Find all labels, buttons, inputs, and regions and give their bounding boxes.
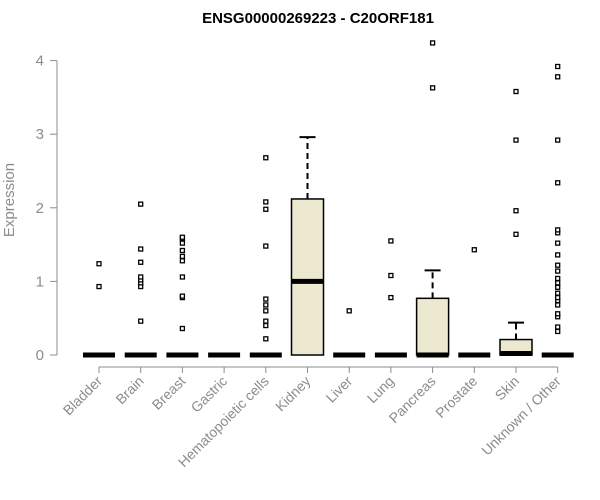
outlier-point xyxy=(263,322,269,329)
outlier-point xyxy=(429,40,436,46)
outlier-point xyxy=(555,328,561,335)
outlier-point xyxy=(96,261,102,267)
y-tick-label: 1 xyxy=(36,273,44,290)
category-label: Prostate xyxy=(432,373,480,421)
outlier-point xyxy=(179,274,186,280)
outlier-point xyxy=(263,302,269,308)
outlier-point xyxy=(263,336,269,342)
y-tick-label: 3 xyxy=(36,126,44,143)
outlier-point xyxy=(138,201,144,207)
outlier-point xyxy=(138,259,144,265)
outlier-point xyxy=(471,247,477,253)
outlier-point xyxy=(555,180,561,186)
box-bladder xyxy=(83,261,115,358)
category-label: Breast xyxy=(149,373,189,413)
category-label: Kidney xyxy=(272,373,314,415)
box-lung xyxy=(374,238,407,358)
outlier-point xyxy=(429,85,436,91)
outlier-point xyxy=(138,274,144,280)
outlier-point xyxy=(263,308,269,314)
outlier-point xyxy=(179,325,186,332)
box xyxy=(415,297,450,356)
outlier-point xyxy=(263,206,269,212)
outlier-point xyxy=(555,275,561,282)
boxes-group xyxy=(83,40,574,358)
outlier-point xyxy=(555,262,561,268)
outlier-point xyxy=(388,272,394,279)
outlier-point xyxy=(138,318,144,324)
outlier-point xyxy=(346,308,352,314)
outlier-point xyxy=(96,283,102,290)
outlier-point xyxy=(555,63,561,70)
box-breast xyxy=(166,234,199,358)
box-pancreas xyxy=(415,40,450,358)
outlier-point xyxy=(179,234,186,240)
outlier-point xyxy=(555,240,561,246)
box-brain xyxy=(124,201,157,358)
outlier-point xyxy=(179,253,186,260)
y-tick-label: 4 xyxy=(36,53,44,70)
outlier-point xyxy=(263,155,269,161)
y-tick-label: 2 xyxy=(36,200,44,217)
outlier-point xyxy=(388,238,394,244)
category-label: Skin xyxy=(492,373,523,404)
outlier-point xyxy=(179,240,186,246)
y-tick-label: 0 xyxy=(36,347,44,364)
box-unknown-other xyxy=(541,63,574,358)
outlier-point xyxy=(555,227,561,233)
outlier-point xyxy=(513,208,519,214)
box-kidney xyxy=(290,136,325,356)
outlier-point xyxy=(513,137,519,143)
outlier-point xyxy=(555,252,561,258)
outlier-point xyxy=(555,280,561,286)
category-label: Lung xyxy=(364,373,397,406)
outlier-point xyxy=(179,258,186,264)
category-label: Bladder xyxy=(60,373,106,419)
outlier-point xyxy=(138,246,144,252)
outlier-point xyxy=(555,74,561,80)
box-prostate xyxy=(458,247,491,358)
box xyxy=(290,198,325,356)
outlier-point xyxy=(555,268,561,274)
y-axis-label: Expression xyxy=(1,163,18,237)
outlier-point xyxy=(263,243,269,249)
outlier-point xyxy=(555,302,561,308)
outlier-point xyxy=(513,88,519,95)
outlier-point xyxy=(179,293,186,299)
outlier-point xyxy=(555,311,561,317)
outlier-point xyxy=(513,231,519,237)
outlier-point xyxy=(555,284,561,290)
outlier-point xyxy=(555,290,561,296)
box-liver xyxy=(333,308,366,358)
box-hematopoietic-cells xyxy=(249,155,282,358)
outlier-point xyxy=(555,324,561,330)
outlier-point xyxy=(263,318,269,324)
chart-title: ENSG00000269223 - C20ORF181 xyxy=(202,10,434,27)
outlier-point xyxy=(555,137,561,143)
category-label: Brain xyxy=(112,373,146,407)
outlier-point xyxy=(263,199,269,205)
outlier-point xyxy=(263,296,269,302)
box-skin xyxy=(499,88,533,357)
category-label: Liver xyxy=(323,373,356,406)
outlier-point xyxy=(179,247,186,254)
category-label: Unknown / Other xyxy=(478,373,564,459)
axes: 0 1 2 3 4 xyxy=(36,53,559,373)
outlier-point xyxy=(555,294,561,301)
outlier-point xyxy=(388,294,394,301)
